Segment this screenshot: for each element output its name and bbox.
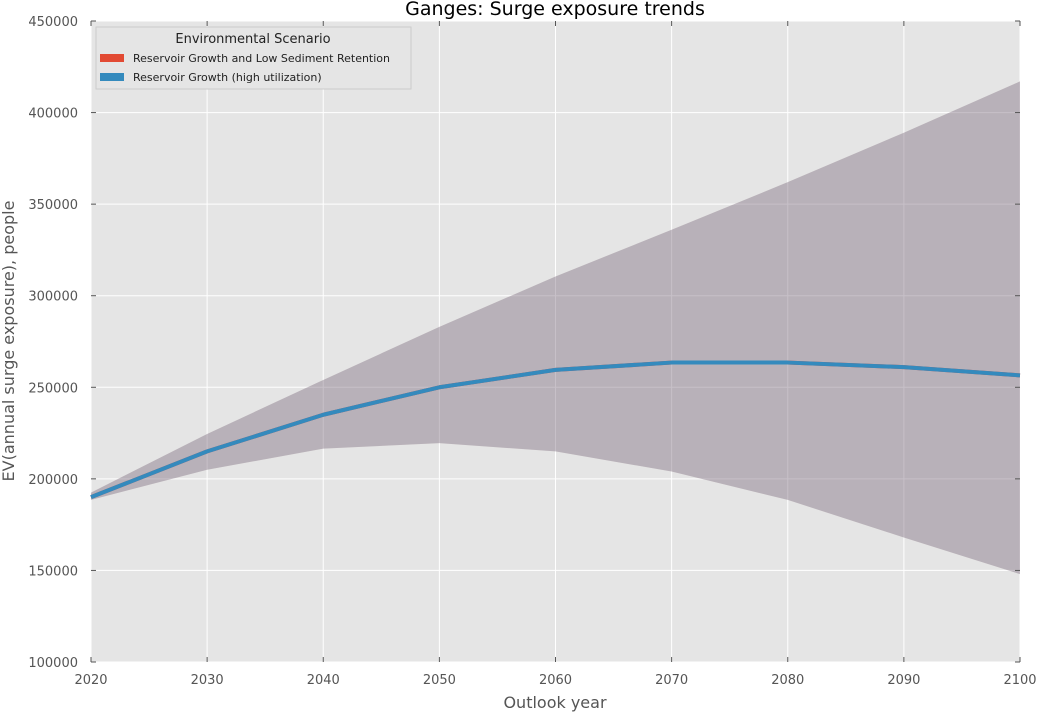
legend-entry-label: Reservoir Growth and Low Sediment Retent… bbox=[133, 52, 390, 65]
y-axis-title: EV(annual surge exposure), people bbox=[0, 201, 18, 482]
x-tick-label: 2040 bbox=[307, 673, 340, 688]
legend-swatch bbox=[100, 73, 124, 81]
x-tick-label: 2070 bbox=[655, 673, 688, 688]
series-lines bbox=[90, 360, 1021, 500]
y-tick-label: 250000 bbox=[28, 381, 78, 396]
y-tick-label: 100000 bbox=[28, 656, 78, 671]
legend-title: Environmental Scenario bbox=[175, 32, 330, 47]
legend-swatch bbox=[100, 54, 124, 62]
y-tick-label: 300000 bbox=[28, 290, 78, 305]
axis-ticks: 2020 2030 2040 2050 2060 2070 2080 2090 2100 1000… bbox=[28, 15, 1036, 688]
y-tick-label: 350000 bbox=[28, 198, 78, 213]
y-tick-label: 200000 bbox=[28, 473, 78, 488]
x-axis-title: Outlook year bbox=[503, 693, 607, 712]
uncertainty-bands bbox=[91, 81, 1020, 575]
x-tick-label: 2100 bbox=[1003, 673, 1036, 688]
legend: Environmental Scenario Reservoir Growth … bbox=[95, 26, 412, 90]
uncertainty-band-0 bbox=[91, 81, 1020, 575]
x-tick-label: 2080 bbox=[771, 673, 804, 688]
x-tick-label: 2060 bbox=[539, 673, 572, 688]
uncertainty-band-1 bbox=[91, 81, 1020, 575]
x-tick-label: 2020 bbox=[74, 673, 107, 688]
x-tick-label: 2050 bbox=[423, 673, 456, 688]
series-line-1 bbox=[90, 360, 1021, 500]
legend-box bbox=[95, 26, 412, 90]
y-tick-label: 400000 bbox=[28, 107, 78, 122]
x-tick-label: 2090 bbox=[887, 673, 920, 688]
legend-entry-label: Reservoir Growth (high utilization) bbox=[133, 71, 322, 84]
y-tick-label: 150000 bbox=[28, 564, 78, 579]
chart-title: Ganges: Surge exposure trends bbox=[405, 0, 705, 20]
y-tick-label: 450000 bbox=[28, 15, 78, 30]
x-tick-label: 2030 bbox=[191, 673, 224, 688]
